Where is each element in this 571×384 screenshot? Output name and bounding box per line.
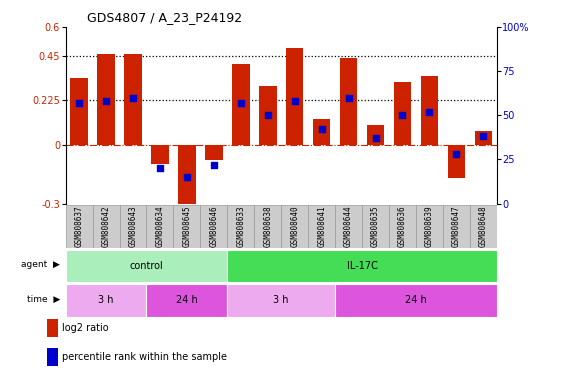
FancyBboxPatch shape xyxy=(281,205,308,248)
FancyBboxPatch shape xyxy=(389,205,416,248)
Text: agent  ▶: agent ▶ xyxy=(21,260,60,270)
FancyBboxPatch shape xyxy=(335,205,362,248)
Bar xyxy=(259,86,276,145)
Bar xyxy=(394,82,411,145)
Point xyxy=(102,98,111,104)
Point xyxy=(398,112,407,118)
FancyBboxPatch shape xyxy=(93,205,119,248)
FancyBboxPatch shape xyxy=(66,250,227,282)
Text: GSM808643: GSM808643 xyxy=(128,206,138,247)
Text: GSM808640: GSM808640 xyxy=(290,206,299,247)
FancyBboxPatch shape xyxy=(119,205,147,248)
Text: GSM808644: GSM808644 xyxy=(344,206,353,247)
Text: GSM808642: GSM808642 xyxy=(102,206,111,247)
FancyBboxPatch shape xyxy=(66,205,93,248)
FancyBboxPatch shape xyxy=(470,205,497,248)
Point xyxy=(452,151,461,157)
FancyBboxPatch shape xyxy=(227,205,254,248)
Bar xyxy=(421,76,438,145)
Text: GSM808641: GSM808641 xyxy=(317,206,326,247)
Point xyxy=(236,100,246,106)
Text: 24 h: 24 h xyxy=(405,295,427,306)
Bar xyxy=(286,48,303,145)
FancyBboxPatch shape xyxy=(308,205,335,248)
Bar xyxy=(47,348,58,366)
Bar xyxy=(124,55,142,145)
Point xyxy=(155,165,164,171)
FancyBboxPatch shape xyxy=(227,250,497,282)
FancyBboxPatch shape xyxy=(200,205,227,248)
Text: GSM808636: GSM808636 xyxy=(398,206,407,247)
Text: 24 h: 24 h xyxy=(176,295,198,306)
Bar xyxy=(70,78,88,145)
FancyBboxPatch shape xyxy=(227,284,335,317)
Bar xyxy=(97,55,115,145)
Text: GSM808648: GSM808648 xyxy=(479,206,488,247)
Bar xyxy=(47,319,58,337)
FancyBboxPatch shape xyxy=(335,284,497,317)
Text: GSM808635: GSM808635 xyxy=(371,206,380,247)
Point xyxy=(75,100,84,106)
Point xyxy=(128,94,138,101)
Point xyxy=(371,135,380,141)
Bar xyxy=(178,145,196,204)
Point xyxy=(182,174,191,180)
Text: IL-17C: IL-17C xyxy=(347,261,377,271)
FancyBboxPatch shape xyxy=(416,205,443,248)
Bar xyxy=(205,145,223,161)
Text: time  ▶: time ▶ xyxy=(27,295,60,304)
Text: percentile rank within the sample: percentile rank within the sample xyxy=(62,352,227,362)
Point xyxy=(317,126,326,132)
FancyBboxPatch shape xyxy=(66,284,147,317)
Bar xyxy=(340,58,357,145)
Point xyxy=(290,98,299,104)
Point xyxy=(263,112,272,118)
Point xyxy=(425,109,434,115)
Point xyxy=(210,162,219,168)
FancyBboxPatch shape xyxy=(443,205,470,248)
Text: GSM808633: GSM808633 xyxy=(236,206,246,247)
Text: log2 ratio: log2 ratio xyxy=(62,323,108,333)
Text: GSM808646: GSM808646 xyxy=(210,206,218,247)
FancyBboxPatch shape xyxy=(147,284,227,317)
Text: GSM808647: GSM808647 xyxy=(452,206,461,247)
Bar xyxy=(475,131,492,145)
Point xyxy=(344,94,353,101)
Bar xyxy=(448,145,465,178)
FancyBboxPatch shape xyxy=(147,205,174,248)
Text: GSM808638: GSM808638 xyxy=(263,206,272,247)
FancyBboxPatch shape xyxy=(362,205,389,248)
Text: GSM808634: GSM808634 xyxy=(155,206,164,247)
Bar xyxy=(367,125,384,145)
Bar xyxy=(151,145,168,164)
Text: GDS4807 / A_23_P24192: GDS4807 / A_23_P24192 xyxy=(87,11,242,24)
Text: 3 h: 3 h xyxy=(98,295,114,306)
FancyBboxPatch shape xyxy=(254,205,281,248)
Text: 3 h: 3 h xyxy=(274,295,289,306)
Text: GSM808637: GSM808637 xyxy=(75,206,83,247)
Point xyxy=(478,133,488,139)
Bar xyxy=(232,64,250,145)
FancyBboxPatch shape xyxy=(174,205,200,248)
Text: control: control xyxy=(130,261,163,271)
Bar xyxy=(313,119,331,145)
Text: GSM808645: GSM808645 xyxy=(182,206,191,247)
Text: GSM808639: GSM808639 xyxy=(425,206,434,247)
